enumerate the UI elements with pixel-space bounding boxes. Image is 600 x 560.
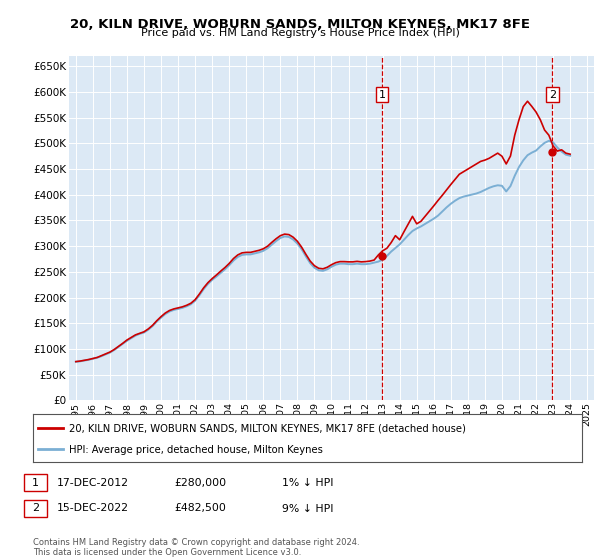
Text: £280,000: £280,000 (174, 478, 226, 488)
Text: £482,500: £482,500 (174, 503, 226, 514)
Text: Contains HM Land Registry data © Crown copyright and database right 2024.
This d: Contains HM Land Registry data © Crown c… (33, 538, 359, 557)
Text: 1% ↓ HPI: 1% ↓ HPI (282, 478, 334, 488)
Text: 20, KILN DRIVE, WOBURN SANDS, MILTON KEYNES, MK17 8FE: 20, KILN DRIVE, WOBURN SANDS, MILTON KEY… (70, 18, 530, 31)
Text: HPI: Average price, detached house, Milton Keynes: HPI: Average price, detached house, Milt… (68, 445, 323, 455)
Text: 15-DEC-2022: 15-DEC-2022 (57, 503, 129, 514)
Text: 2: 2 (549, 90, 556, 100)
Text: 17-DEC-2012: 17-DEC-2012 (57, 478, 129, 488)
Text: Price paid vs. HM Land Registry's House Price Index (HPI): Price paid vs. HM Land Registry's House … (140, 28, 460, 38)
Text: 1: 1 (379, 90, 385, 100)
Text: 1: 1 (32, 478, 39, 488)
Text: 9% ↓ HPI: 9% ↓ HPI (282, 503, 334, 514)
Text: 20, KILN DRIVE, WOBURN SANDS, MILTON KEYNES, MK17 8FE (detached house): 20, KILN DRIVE, WOBURN SANDS, MILTON KEY… (68, 424, 466, 433)
Text: 2: 2 (32, 503, 39, 514)
